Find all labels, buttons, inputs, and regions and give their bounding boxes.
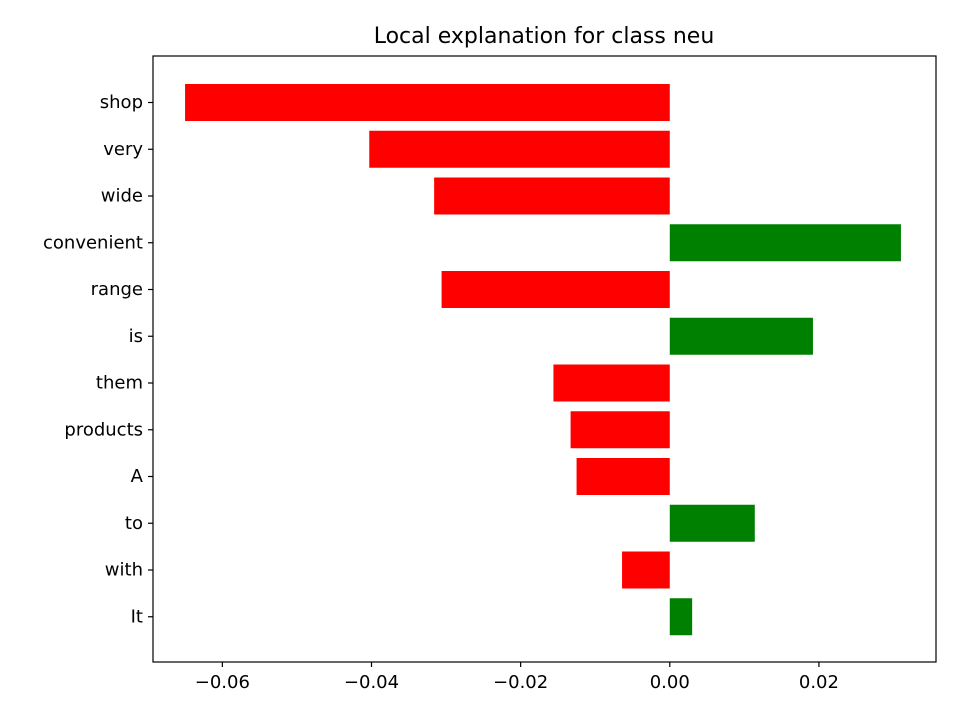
- bar-convenient: [669, 224, 901, 262]
- bar-shop: [185, 84, 670, 121]
- bars-layer: [185, 84, 901, 636]
- bar-a: [576, 458, 670, 495]
- bar-very: [369, 130, 670, 168]
- y-tick-label: them: [96, 373, 143, 394]
- y-tick-label: range: [91, 279, 143, 300]
- bar-products: [570, 411, 670, 449]
- y-tick-label: products: [64, 419, 143, 440]
- x-tick-label: −0.02: [493, 672, 548, 693]
- bar-range: [441, 271, 670, 308]
- x-tick-label: 0.02: [799, 672, 839, 693]
- x-tick-label: −0.04: [344, 672, 399, 693]
- bar-to: [669, 504, 755, 542]
- plot-frame: [152, 55, 937, 663]
- x-tick-label: −0.06: [195, 672, 250, 693]
- bar-it: [669, 598, 693, 636]
- y-tick-label: shop: [100, 92, 143, 113]
- y-tick-label: It: [131, 606, 143, 627]
- y-axis-layer: shop very wide convenient range is them product…: [43, 92, 153, 627]
- y-tick-label: A: [131, 466, 144, 487]
- y-tick-label: to: [125, 513, 143, 534]
- y-tick-label: with: [105, 560, 143, 581]
- x-tick-label: 0.00: [650, 672, 690, 693]
- chart-title: Local explanation for class neu: [374, 24, 715, 49]
- bar-wide: [434, 177, 670, 215]
- y-tick-label: wide: [101, 186, 143, 207]
- bar-them: [553, 364, 670, 402]
- x-axis-layer: −0.06 −0.04 −0.02 0.00 0.02: [195, 662, 839, 693]
- bar-with: [622, 551, 670, 589]
- bar-is: [669, 317, 813, 355]
- y-tick-label: is: [129, 326, 143, 347]
- y-tick-label: convenient: [43, 232, 143, 253]
- y-tick-label: very: [103, 139, 143, 160]
